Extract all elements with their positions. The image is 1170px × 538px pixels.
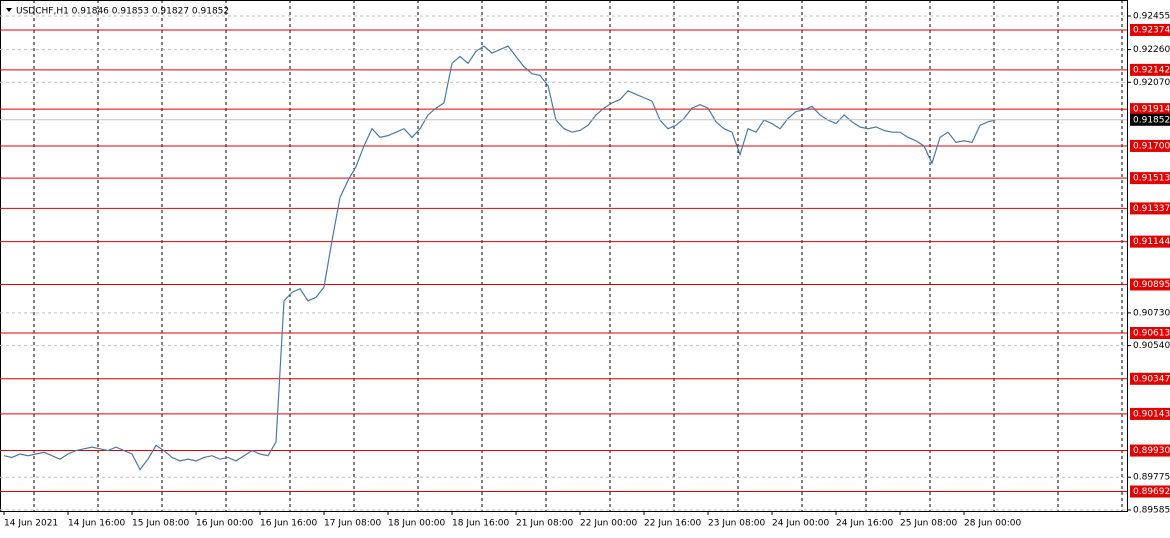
chart-title: USDCHF,H1 0.91846 0.91853 0.91827 0.9185… [16,7,229,17]
level-label-bg [1130,407,1170,420]
level-label: 0.91513 [1133,174,1170,184]
level-label: 0.92374 [1133,25,1170,35]
level-label-bg [1130,444,1170,457]
x-tick-label: 14 Jun 16:00 [68,519,125,529]
x-tick-label: 24 Jun 16:00 [836,519,893,529]
x-tick-label: 16 Jun 00:00 [196,519,253,529]
level-label-bg [1130,103,1170,116]
x-tick-label: 17 Jun 08:00 [324,519,381,529]
level-label: 0.92142 [1133,65,1170,75]
y-tick-label: 0.92070 [1133,78,1170,88]
level-label-bg [1130,202,1170,215]
level-label: 0.89692 [1133,487,1170,497]
x-tick-label: 25 Jun 08:00 [900,519,957,529]
x-tick-label: 18 Jun 16:00 [452,519,509,529]
level-label-bg [1130,235,1170,248]
x-tick-label: 24 Jun 00:00 [772,519,829,529]
level-label-bg [1130,139,1170,152]
x-tick-label: 21 Jun 08:00 [516,519,573,529]
y-tick-label: 0.90540 [1133,341,1170,351]
last-price-bg [1130,113,1170,126]
x-tick-label: 16 Jun 16:00 [260,519,317,529]
x-tick-label: 18 Jun 00:00 [388,519,445,529]
y-tick-label: 0.90730 [1133,308,1170,318]
x-tick-label: 28 Jun 00:00 [964,519,1021,529]
x-tick-label: 14 Jun 2021 [4,519,58,529]
menu-arrow [6,8,12,12]
level-label: 0.91144 [1133,237,1170,247]
level-label-bg [1130,278,1170,291]
level-label: 0.90613 [1133,329,1170,339]
level-label: 0.90895 [1133,280,1170,290]
level-label-bg [1130,372,1170,385]
level-label: 0.91337 [1133,204,1170,214]
level-label: 0.91914 [1133,105,1170,115]
level-label: 0.90143 [1133,409,1170,419]
level-label: 0.90347 [1133,374,1170,384]
y-tick-label: 0.92455 [1133,12,1170,22]
level-label-bg [1130,63,1170,76]
level-label-bg [1130,327,1170,340]
y-tick-label: 0.89775 [1133,473,1170,483]
level-label-bg [1130,485,1170,498]
level-label-bg [1130,172,1170,185]
x-tick-label: 15 Jun 08:00 [132,519,189,529]
last-price-label: 0.91852 [1133,115,1170,125]
plot-frame [0,0,1128,512]
price-line [3,45,997,471]
x-tick-label: 22 Jun 16:00 [644,519,701,529]
x-tick-label: 22 Jun 00:00 [580,519,637,529]
level-label: 0.89930 [1133,446,1170,456]
level-label-bg [1130,23,1170,36]
y-tick-label: 0.92260 [1133,45,1170,55]
level-label: 0.91700 [1133,141,1170,151]
x-tick-label: 23 Jun 08:00 [708,519,765,529]
y-tick-label: 0.89585 [1133,505,1170,515]
